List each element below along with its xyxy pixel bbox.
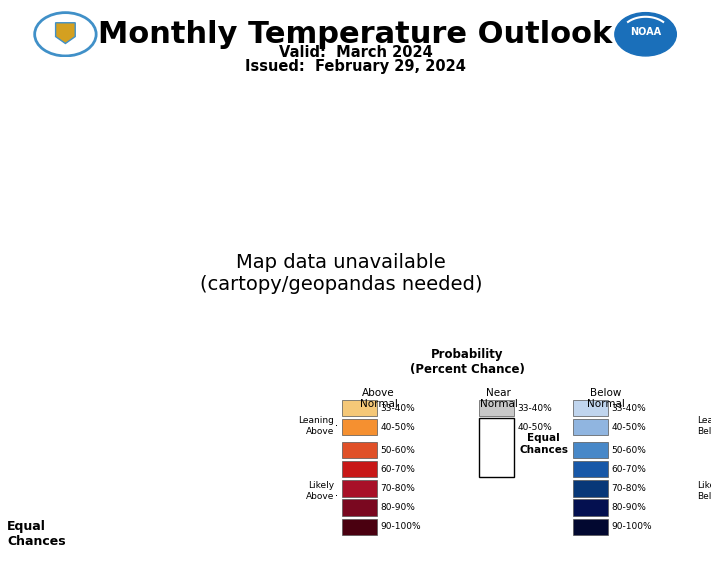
Text: 60-70%: 60-70% [380,465,415,474]
Bar [342,442,377,459]
Bar [342,481,377,497]
Text: 90-100%: 90-100% [611,522,652,531]
Bar [573,519,608,535]
Text: 33-40%: 33-40% [518,404,552,413]
Bar [342,400,377,416]
Bar [573,500,608,516]
Bar [342,519,377,535]
Text: NOAA: NOAA [630,27,661,37]
Text: Equal
Chances: Equal Chances [7,520,65,548]
Polygon shape [55,22,75,43]
Text: 40-50%: 40-50% [380,423,415,432]
Text: Equal
Chances: Equal Chances [519,433,568,455]
Text: 70-80%: 70-80% [611,484,646,493]
Text: 33-40%: 33-40% [611,404,646,413]
Text: 50-60%: 50-60% [380,446,415,455]
Bar [479,418,513,477]
Text: 33-40%: 33-40% [380,404,415,413]
Text: Monthly Temperature Outlook: Monthly Temperature Outlook [98,20,613,49]
Text: Probability
(Percent Chance): Probability (Percent Chance) [410,347,525,375]
Bar [342,461,377,478]
Text: Near
Normal: Near Normal [480,388,518,409]
Text: 50-60%: 50-60% [611,446,646,455]
Bar [342,500,377,516]
Bar [342,419,377,436]
Text: 80-90%: 80-90% [380,503,415,512]
Text: Map data unavailable
(cartopy/geopandas needed): Map data unavailable (cartopy/geopandas … [200,253,483,294]
Text: 80-90%: 80-90% [611,503,646,512]
Text: Issued:  February 29, 2024: Issued: February 29, 2024 [245,59,466,74]
Text: 70-80%: 70-80% [380,484,415,493]
Bar [479,419,513,436]
Text: Likely
Above: Likely Above [306,481,334,501]
Text: Below
Normal: Below Normal [587,388,625,409]
Bar [479,400,513,416]
Circle shape [615,12,676,56]
Bar [573,442,608,459]
Text: Leaning
Above: Leaning Above [299,416,334,436]
Text: 40-50%: 40-50% [611,423,646,432]
Bar [573,461,608,478]
Bar [573,419,608,436]
Text: Likely
Below: Likely Below [697,481,711,501]
Text: Leaning
Below: Leaning Below [697,416,711,436]
Text: 90-100%: 90-100% [380,522,421,531]
Text: Above
Normal: Above Normal [360,388,397,409]
Text: 60-70%: 60-70% [611,465,646,474]
Bar [573,400,608,416]
Text: 40-50%: 40-50% [518,423,552,432]
Bar [573,481,608,497]
Text: Valid:  March 2024: Valid: March 2024 [279,45,432,60]
